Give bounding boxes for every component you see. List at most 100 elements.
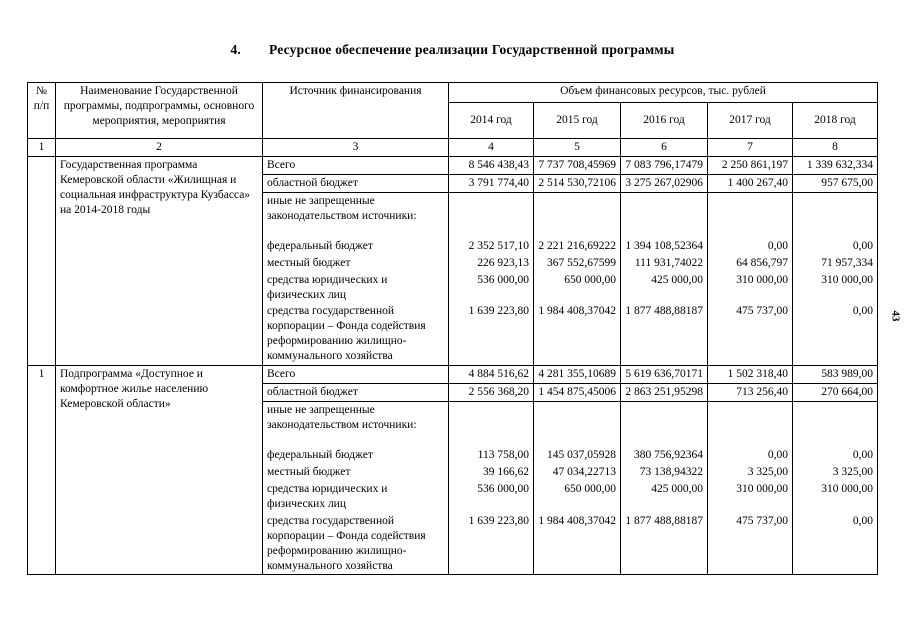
- value-cell: 0,00: [792, 224, 878, 255]
- column-numbers-row: 1 2 3 4 5 6 7 8: [27, 138, 878, 157]
- value-cell: [533, 401, 621, 434]
- funding-source-cell: местный бюджет: [262, 463, 449, 481]
- value-cell: 583 989,00: [792, 365, 878, 385]
- column-number: 1: [27, 138, 56, 157]
- funding-source-cell: средства государственной корпорации – Фо…: [262, 512, 449, 575]
- column-number: 3: [262, 138, 449, 157]
- value-cell: [448, 192, 534, 225]
- value-cell: 475 737,00: [707, 512, 793, 575]
- value-cell: 4 884 516,62: [448, 365, 534, 385]
- header-year-2014: 2014 год: [448, 102, 534, 139]
- funding-source-cell: областной бюджет: [262, 383, 449, 403]
- value-cell: 8 546 438,43: [448, 155, 534, 175]
- program-name-cell: Подпрограмма «Доступное и комфортное жил…: [55, 365, 263, 575]
- value-cell: 3 791 774,40: [448, 174, 534, 193]
- value-cell: 113 758,00: [448, 433, 534, 464]
- value-cell: 650 000,00: [533, 271, 621, 304]
- table-row: местный бюджет 226 923,13 367 552,67599 111…: [28, 254, 878, 272]
- value-cell: 64 856,797: [707, 254, 793, 272]
- table-body: Государственная программа Кемеровской об…: [27, 155, 878, 575]
- page-title: 4. Ресурсное обеспечение реализации Госуд…: [27, 42, 878, 58]
- funding-source-cell: федеральный бюджет: [262, 224, 449, 255]
- value-cell: 310 000,00: [707, 480, 793, 513]
- page-number: 43: [889, 310, 902, 322]
- value-cell: 957 675,00: [792, 174, 878, 193]
- value-cell: 7 737 708,45969: [533, 155, 621, 175]
- table-row: 1 Подпрограмма «Доступное и комфортное жи…: [27, 365, 878, 575]
- value-cell: 425 000,00: [620, 480, 708, 513]
- column-number: 8: [792, 138, 878, 157]
- section-number: 4.: [230, 42, 242, 57]
- value-cell: 1 984 408,37042: [533, 512, 621, 575]
- column-number: 4: [448, 138, 534, 157]
- value-cell: 4 281 355,10689: [533, 365, 621, 385]
- value-cell: 536 000,00: [448, 271, 534, 304]
- value-cell: 1 877 488,88187: [620, 303, 708, 366]
- value-cell: 367 552,67599: [533, 254, 621, 272]
- table-row: иные не запрещенные законодательством ис…: [28, 192, 878, 225]
- table-row: областной бюджет 2 556 368,20 1 454 875,45…: [28, 383, 878, 403]
- value-cell: [448, 401, 534, 434]
- funding-source-cell: Всего: [262, 155, 449, 175]
- table-row: средства юридических и физических лиц 536…: [28, 480, 878, 513]
- value-cell: 3 325,00: [792, 463, 878, 481]
- value-cell: 650 000,00: [533, 480, 621, 513]
- value-cell: 111 931,74022: [620, 254, 708, 272]
- value-cell: [620, 401, 708, 434]
- row-number-cell: 1: [27, 365, 56, 575]
- value-cell: 425 000,00: [620, 271, 708, 304]
- table-row: средства государственной корпорации – Фо…: [28, 512, 878, 575]
- header-name: Наименование Государственной программы, …: [55, 82, 263, 139]
- header-num: № п/п: [27, 82, 56, 139]
- funding-source-cell: Всего: [262, 365, 449, 385]
- header-year-2015: 2015 год: [533, 102, 621, 139]
- value-cell: 2 352 517,10: [448, 224, 534, 255]
- value-cell: 2 556 368,20: [448, 383, 534, 403]
- value-cell: 2 863 251,95298: [620, 383, 708, 403]
- program-name-cell: Государственная программа Кемеровской об…: [55, 155, 263, 366]
- value-cell: 0,00: [792, 303, 878, 366]
- header-year-2016: 2016 год: [620, 102, 708, 139]
- column-number: 5: [533, 138, 621, 157]
- funding-source-cell: федеральный бюджет: [262, 433, 449, 464]
- value-cell: 3 325,00: [707, 463, 793, 481]
- table-row: областной бюджет 3 791 774,40 2 514 530,72…: [28, 174, 878, 193]
- value-cell: 1 339 632,334: [792, 155, 878, 175]
- value-cell: [792, 401, 878, 434]
- header-funding-source: Источник финансирования: [262, 82, 449, 139]
- table-row: Государственная программа Кемеровской об…: [27, 155, 878, 366]
- value-cell: 1 639 223,80: [448, 303, 534, 366]
- value-cell: 145 037,05928: [533, 433, 621, 464]
- table-row: федеральный бюджет 2 352 517,10 2 221 216,…: [28, 224, 878, 255]
- funding-source-cell: иные не запрещенные законодательством ис…: [262, 401, 449, 434]
- value-cell: 1 394 108,52364: [620, 224, 708, 255]
- header-year-2018: 2018 год: [792, 102, 878, 139]
- value-cell: 2 221 216,69222: [533, 224, 621, 255]
- funding-source-cell: местный бюджет: [262, 254, 449, 272]
- section-title-text: Ресурсное обеспечение реализации Государ…: [269, 42, 675, 57]
- value-cell: 1 502 318,40: [707, 365, 793, 385]
- resource-table: № п/п Наименование Государственной прогр…: [27, 82, 878, 576]
- value-cell: 270 664,00: [792, 383, 878, 403]
- value-cell: [792, 192, 878, 225]
- funding-source-cell: средства государственной корпорации – Фо…: [262, 303, 449, 366]
- value-cell: 71 957,334: [792, 254, 878, 272]
- funding-source-cell: областной бюджет: [262, 174, 449, 193]
- value-cell: 1 454 875,45006: [533, 383, 621, 403]
- column-number: 6: [620, 138, 708, 157]
- value-cell: 0,00: [792, 433, 878, 464]
- document-page: 4. Ресурсное обеспечение реализации Госуд…: [27, 42, 878, 576]
- value-cell: 713 256,40: [707, 383, 793, 403]
- row-number-cell: [27, 155, 56, 366]
- value-cell: 1 639 223,80: [448, 512, 534, 575]
- value-cell: 7 083 796,17479: [620, 155, 708, 175]
- value-cell: 310 000,00: [792, 480, 878, 513]
- value-cell: 5 619 636,70171: [620, 365, 708, 385]
- value-cell: 475 737,00: [707, 303, 793, 366]
- value-cell: 1 984 408,37042: [533, 303, 621, 366]
- value-cell: 0,00: [707, 224, 793, 255]
- column-number: 7: [707, 138, 793, 157]
- value-cell: 310 000,00: [792, 271, 878, 304]
- value-cell: 310 000,00: [707, 271, 793, 304]
- value-cell: 226 923,13: [448, 254, 534, 272]
